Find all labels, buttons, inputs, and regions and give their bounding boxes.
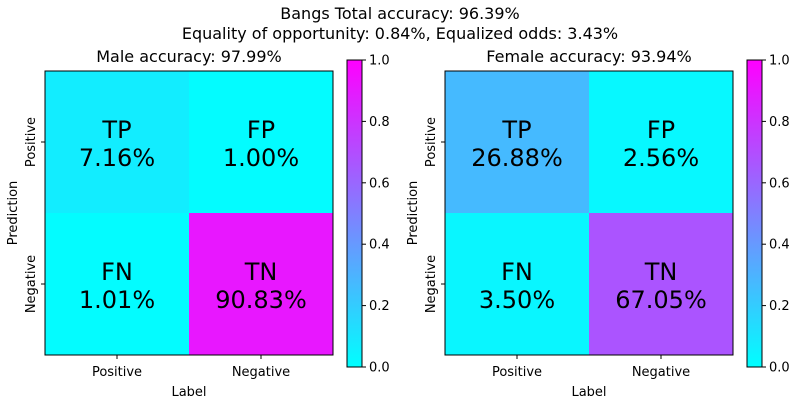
cell-value-tp: 7.16% xyxy=(79,144,155,172)
colorbar-tick-label: 0.6 xyxy=(769,176,790,191)
cell-label-tp: TP xyxy=(501,116,531,144)
cell-label-fp: FP xyxy=(247,116,275,144)
colorbar-tick-label: 0.4 xyxy=(769,238,790,253)
heatmap-panel-1: Male accuracy: 97.99%TP7.16%FP1.00%FN1.0… xyxy=(6,47,390,400)
colorbar xyxy=(346,59,363,368)
y-tick-label: Negative xyxy=(24,255,39,313)
cell-value-fn: 3.50% xyxy=(479,286,555,314)
cell-label-fp: FP xyxy=(647,116,675,144)
x-tick-label: Negative xyxy=(232,365,290,380)
cell-value-tp: 26.88% xyxy=(471,144,563,172)
colorbar-tick-label: 0.4 xyxy=(369,238,390,253)
colorbar xyxy=(746,59,763,368)
colorbar-tick-label: 0.8 xyxy=(369,115,390,130)
colorbar-tick-label: 1.0 xyxy=(369,54,390,69)
colorbar-tick-label: 0.2 xyxy=(769,299,790,314)
colorbar-tick-label: 0.0 xyxy=(769,361,790,376)
y-tick-label: Positive xyxy=(24,117,39,167)
x-tick-label: Positive xyxy=(92,365,142,380)
y-tick-label: Positive xyxy=(424,117,439,167)
plot-frame xyxy=(444,70,734,356)
colorbar-tick-label: 0.6 xyxy=(369,176,390,191)
panel-title: Female accuracy: 93.94% xyxy=(486,47,691,66)
cell-fn xyxy=(445,213,589,355)
cell-label-tn: TN xyxy=(244,258,278,286)
cell-label-fn: FN xyxy=(501,258,533,286)
cell-tn xyxy=(589,213,733,355)
figure-title-line1: Bangs Total accuracy: 96.39% xyxy=(280,4,519,23)
colorbar-tick-label: 1.0 xyxy=(769,54,790,69)
x-axis-label: Label xyxy=(571,385,606,400)
colorbar-tick-label: 0.0 xyxy=(369,361,390,376)
cell-value-fp: 1.00% xyxy=(223,144,299,172)
x-tick-label: Negative xyxy=(632,365,690,380)
y-tick-label: Negative xyxy=(424,255,439,313)
cell-value-fp: 2.56% xyxy=(623,144,699,172)
cell-value-tn: 90.83% xyxy=(215,286,307,314)
y-axis-label: Prediction xyxy=(6,181,21,246)
cell-value-tn: 67.05% xyxy=(615,286,707,314)
cell-fp xyxy=(189,71,333,213)
cell-tp xyxy=(445,71,589,213)
cell-tn xyxy=(189,213,333,355)
x-tick-label: Positive xyxy=(492,365,542,380)
figure-title-line2: Equality of opportunity: 0.84%, Equalize… xyxy=(182,24,618,43)
colorbar-tick-label: 0.2 xyxy=(369,299,390,314)
panel-title: Male accuracy: 97.99% xyxy=(96,47,282,66)
cell-value-fn: 1.01% xyxy=(79,286,155,314)
x-axis-label: Label xyxy=(171,385,206,400)
cell-fn xyxy=(45,213,189,355)
cell-label-fn: FN xyxy=(101,258,133,286)
colorbar-tick-label: 0.8 xyxy=(769,115,790,130)
cell-fp xyxy=(589,71,733,213)
cell-label-tn: TN xyxy=(644,258,678,286)
y-axis-label: Prediction xyxy=(406,181,421,246)
plot-frame xyxy=(44,70,334,356)
cell-label-tp: TP xyxy=(101,116,131,144)
cell-tp xyxy=(45,71,189,213)
